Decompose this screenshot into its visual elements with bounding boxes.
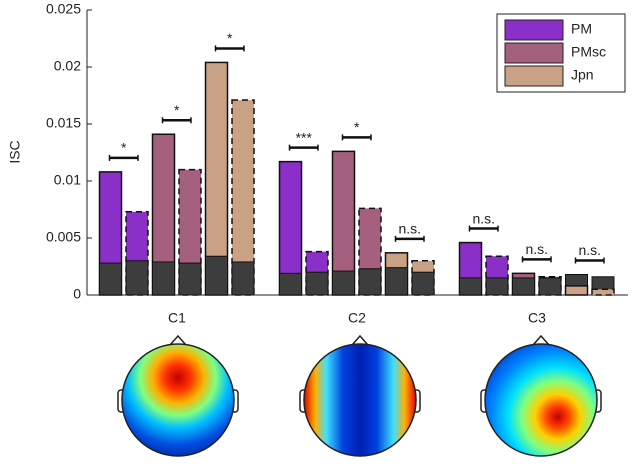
topomaps	[117, 334, 602, 457]
bar	[231, 99, 255, 296]
baseline-bar	[152, 261, 175, 296]
legend-label: PMsc	[571, 44, 606, 60]
baseline-bar	[385, 267, 408, 296]
significance-label: *	[174, 102, 180, 118]
significance-label: n.s.	[525, 241, 548, 257]
legend-label: PM	[571, 21, 592, 37]
significance-label: *	[354, 119, 360, 135]
y-tick-label: 0.02	[54, 58, 81, 74]
y-tick-label: 0.025	[46, 1, 81, 17]
bar	[564, 285, 589, 296]
legend-swatch	[504, 65, 564, 87]
baseline-bar	[411, 271, 435, 296]
baseline-bar	[231, 261, 255, 296]
y-tick-label: 0.005	[46, 229, 81, 245]
x-tick-label: C1	[168, 310, 186, 326]
legend-swatch	[504, 19, 564, 41]
significance-label: n.s.	[472, 210, 495, 226]
x-tick-label: C3	[528, 310, 546, 326]
significance-label: ***	[296, 129, 313, 145]
bar	[591, 288, 615, 296]
legend-swatch	[504, 42, 564, 64]
y-tick-label: 0	[73, 286, 81, 302]
significance-label: n.s.	[578, 242, 601, 258]
baseline-bar	[205, 255, 228, 296]
significance-label: *	[227, 30, 233, 46]
baseline-bar	[332, 270, 355, 296]
baseline-bar	[358, 268, 382, 296]
baseline-bar	[538, 277, 562, 296]
baseline-bar	[512, 277, 535, 296]
topomap	[299, 334, 421, 457]
baseline-bar	[485, 277, 509, 296]
baseline-bar	[125, 260, 149, 296]
legend-label: Jpn	[571, 67, 594, 83]
x-tick-label: C2	[348, 310, 366, 326]
significance-label: *	[121, 140, 127, 156]
baseline-bar	[178, 262, 202, 296]
baseline-bar	[99, 262, 122, 296]
baseline-bar	[459, 277, 482, 296]
significance-label: n.s.	[398, 221, 421, 237]
topomap	[480, 334, 602, 457]
topomap	[117, 334, 239, 457]
y-tick-label: 0.01	[54, 172, 81, 188]
baseline-bar	[305, 271, 329, 296]
y-tick-label: 0.015	[46, 115, 81, 131]
y-axis-label: ISC	[7, 140, 23, 163]
baseline-bar	[279, 272, 302, 296]
